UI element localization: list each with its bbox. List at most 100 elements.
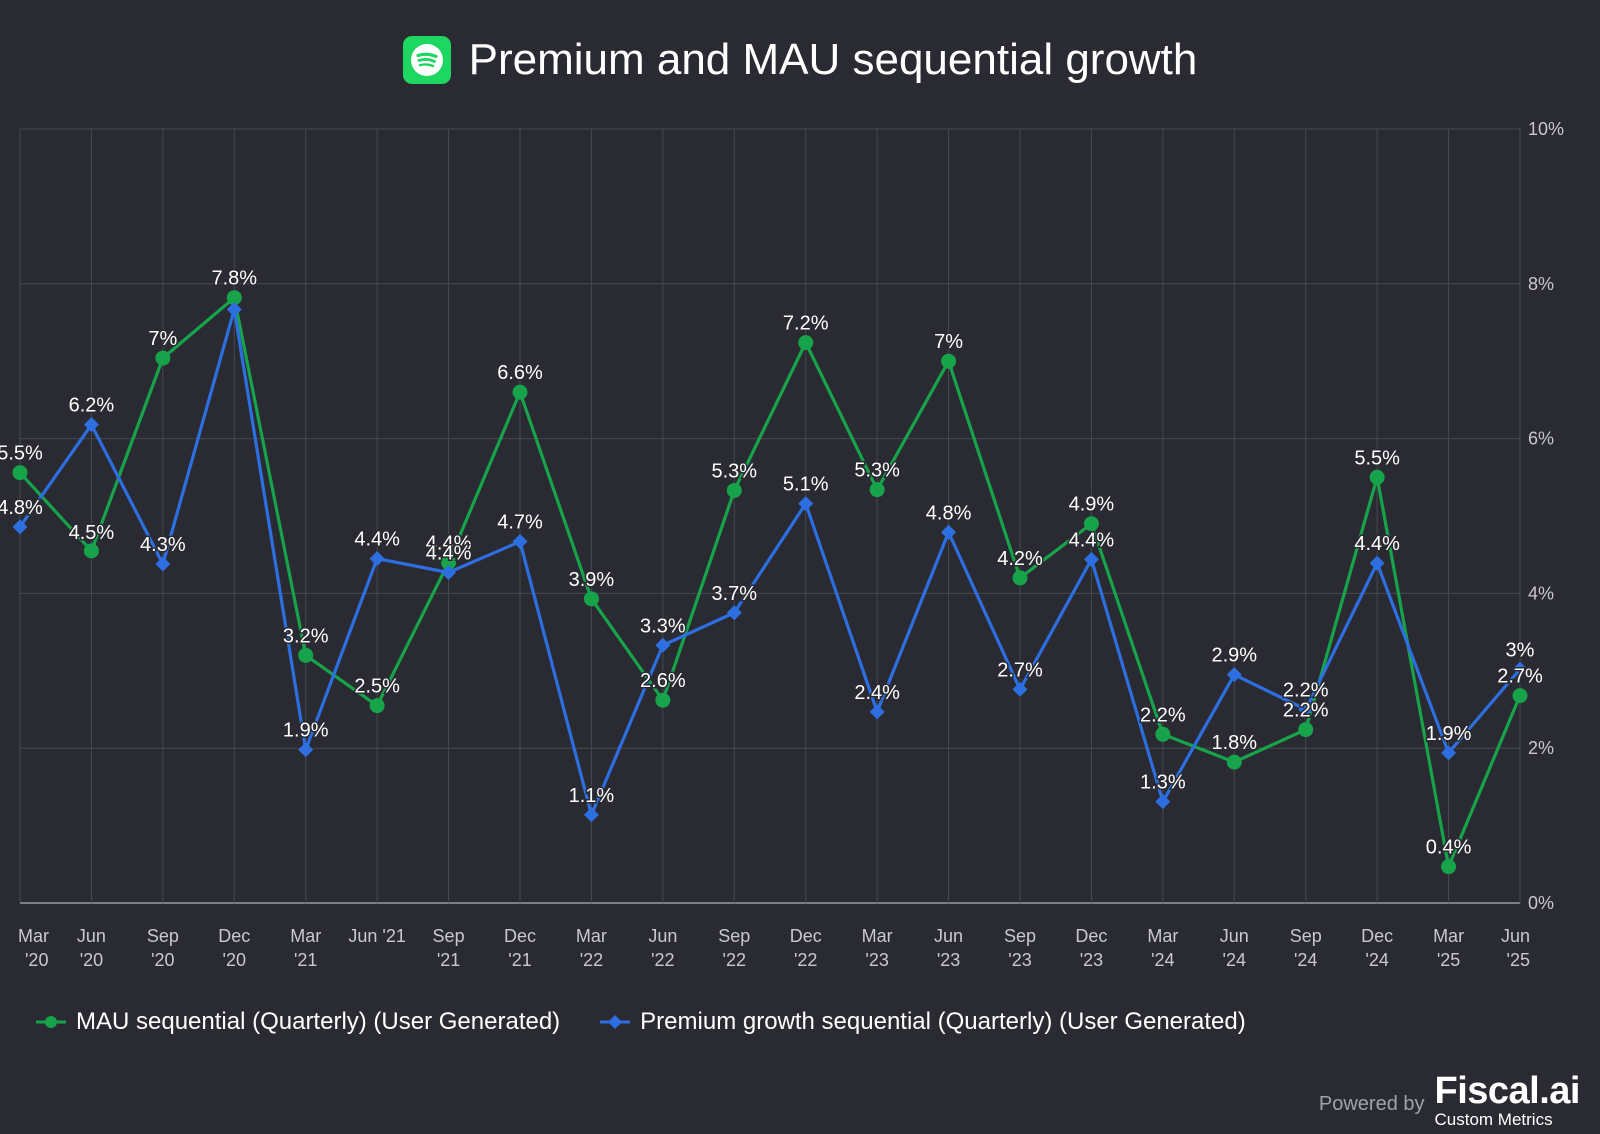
mau-point: [726, 482, 742, 498]
mau-point: [655, 692, 671, 708]
legend-item-premium[interactable]: Premium growth sequential (Quarterly) (U…: [600, 1008, 1246, 1036]
x-tick-label: Jun '21: [348, 926, 405, 946]
mau-data-label: 6.6%: [497, 362, 543, 384]
brand-logo[interactable]: Fiscal.ai Custom Metrics: [1435, 1072, 1581, 1130]
premium-point: [655, 637, 671, 653]
premium-point: [1155, 794, 1171, 810]
x-tick-label: Jun: [77, 926, 106, 946]
premium-point: [798, 496, 814, 512]
mau-point: [583, 591, 599, 607]
mau-data-label: 2.6%: [640, 670, 686, 692]
mau-data-label: 7.8%: [211, 268, 257, 290]
chart-legend: MAU sequential (Quarterly) (User Generat…: [36, 1008, 1286, 1036]
x-tick-label: Mar: [1433, 926, 1464, 946]
mau-data-label: 2.2%: [1140, 704, 1186, 726]
premium-point: [726, 605, 742, 621]
premium-point: [83, 417, 99, 433]
premium-series-line: [18, 307, 1522, 817]
powered-by-text: Powered by: [1318, 1093, 1425, 1115]
mau-data-label: 3.9%: [569, 569, 615, 591]
premium-point: [583, 807, 599, 823]
premium-point: [1226, 667, 1242, 683]
mau-point: [1298, 722, 1314, 738]
premium-point: [512, 534, 528, 550]
legend-swatch-premium: [600, 1015, 631, 1029]
x-tick-label: Dec: [1361, 926, 1393, 946]
mau-data-label: 1.8%: [1211, 732, 1257, 754]
x-tick-label: '24: [1223, 950, 1246, 970]
premium-data-label: 4.7%: [497, 512, 543, 534]
x-tick-label: Sep: [1004, 926, 1036, 946]
premium-point: [1441, 745, 1457, 761]
mau-point: [369, 698, 385, 714]
x-tick-label: '23: [865, 950, 888, 970]
legend-item-mau[interactable]: MAU sequential (Quarterly) (User Generat…: [36, 1008, 560, 1036]
premium-data-label: 2.4%: [854, 682, 900, 704]
premium-point: [1369, 555, 1385, 571]
x-tick-label: '23: [1008, 950, 1031, 970]
x-tick-label: '24: [1294, 950, 1317, 970]
y-tick-label: 6%: [1528, 429, 1554, 449]
mau-data-label: 0.4%: [1426, 837, 1472, 859]
mau-point: [1012, 570, 1028, 586]
mau-point: [1369, 469, 1385, 485]
mau-data-label: 5.3%: [854, 460, 900, 482]
x-tick-label: Dec: [1075, 926, 1107, 946]
premium-data-label: 4.3%: [140, 534, 186, 556]
x-tick-label: Mar: [18, 926, 49, 946]
mau-data-label: 7.2%: [783, 313, 829, 335]
x-tick-label: Mar: [1147, 926, 1178, 946]
premium-data-label: 4.4%: [1354, 533, 1400, 555]
mau-data-label: 5.3%: [711, 460, 757, 482]
x-tick-label: '22: [651, 950, 674, 970]
premium-data-label: 3%: [1506, 639, 1535, 661]
x-tick-label: '20: [80, 950, 103, 970]
premium-point: [1083, 551, 1099, 567]
mau-data-label: 4.4%: [426, 532, 472, 554]
premium-point: [441, 565, 457, 581]
x-tick-label: Dec: [790, 926, 822, 946]
x-tick-label: Dec: [504, 926, 536, 946]
footer-branding: Powered by Fiscal.ai Custom Metrics: [1318, 1072, 1581, 1130]
mau-data-label: 7%: [148, 328, 177, 350]
premium-data-label: 4.4%: [354, 529, 400, 551]
premium-data-label: 2.9%: [1211, 645, 1257, 667]
x-tick-label: '21: [294, 950, 317, 970]
x-tick-label: Mar: [576, 926, 607, 946]
mau-point: [941, 353, 957, 369]
mau-data-label: 4.2%: [997, 548, 1043, 570]
x-tick-label: Jun: [1220, 926, 1249, 946]
mau-data-label: 4.9%: [1069, 494, 1115, 516]
mau-data-label: 5.5%: [1354, 447, 1400, 469]
mau-point: [512, 384, 528, 400]
chart-title: Premium and MAU sequential growth: [468, 35, 1198, 84]
premium-data-label: 5.1%: [783, 474, 829, 496]
x-tick-label: Mar: [862, 926, 893, 946]
x-tick-label: '25: [1507, 950, 1530, 970]
mau-point: [1083, 516, 1099, 532]
x-tick-label: '23: [1080, 950, 1103, 970]
x-tick-label: '20: [151, 950, 174, 970]
mau-point: [1512, 688, 1528, 704]
premium-point: [12, 519, 28, 535]
x-tick-label: '22: [580, 950, 603, 970]
premium-data-label: 4.4%: [1069, 529, 1115, 551]
premium-point: [1298, 702, 1314, 717]
premium-point: [941, 524, 957, 540]
legend-swatch-mau: [36, 1016, 66, 1028]
x-tick-label: '21: [437, 950, 460, 970]
premium-data-label: 1.3%: [1140, 772, 1186, 794]
x-tick-label: '22: [723, 950, 746, 970]
x-tick-label: Jun: [1501, 926, 1530, 946]
mau-data-label: 4.5%: [69, 522, 115, 544]
mau-data-label: 2.5%: [354, 676, 400, 698]
x-tick-label: '25: [1437, 950, 1460, 970]
premium-point: [869, 704, 885, 720]
premium-data-label: 4.4%: [426, 543, 472, 565]
premium-point: [1512, 661, 1528, 677]
chart-header: Premium and MAU sequential growth: [0, 28, 1600, 92]
mau-point: [1441, 859, 1457, 875]
y-tick-label: 2%: [1528, 738, 1554, 758]
x-tick-label: '20: [223, 950, 246, 970]
